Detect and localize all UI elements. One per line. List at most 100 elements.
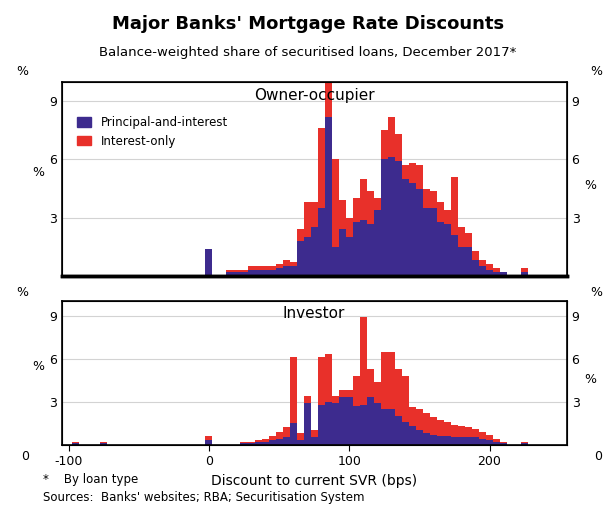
Bar	[254, 440, 262, 442]
Text: Owner-occupier: Owner-occupier	[254, 87, 375, 103]
Bar	[240, 270, 248, 272]
Bar	[248, 443, 254, 445]
Bar	[290, 266, 297, 276]
Bar	[331, 159, 339, 247]
Bar	[402, 179, 409, 276]
Bar	[402, 376, 409, 422]
Bar	[486, 270, 493, 276]
Bar	[331, 247, 339, 276]
Text: Investor: Investor	[283, 306, 346, 321]
Bar	[500, 272, 507, 276]
Bar	[248, 442, 254, 443]
Bar	[353, 376, 360, 406]
Bar	[283, 437, 290, 445]
Bar	[240, 272, 248, 276]
Bar	[430, 417, 437, 434]
Bar	[416, 409, 423, 430]
Text: %: %	[16, 65, 28, 78]
Y-axis label: %: %	[585, 179, 596, 192]
Bar	[269, 266, 275, 270]
Bar	[353, 222, 360, 276]
Bar	[493, 442, 500, 445]
Bar	[227, 272, 233, 276]
Bar	[423, 189, 430, 208]
Bar	[346, 390, 353, 398]
Bar	[493, 439, 500, 442]
Bar	[458, 437, 465, 445]
Bar	[458, 247, 465, 276]
Bar	[381, 159, 388, 276]
Bar	[367, 369, 374, 398]
Bar	[395, 161, 402, 276]
Bar	[430, 434, 437, 445]
Bar	[318, 128, 325, 208]
Bar	[290, 357, 297, 423]
Bar	[458, 227, 465, 247]
Bar	[409, 183, 416, 276]
Bar	[248, 270, 254, 276]
Bar	[437, 202, 444, 222]
Bar	[100, 443, 107, 445]
Bar	[360, 317, 367, 405]
Bar	[388, 117, 395, 157]
Bar	[240, 443, 248, 445]
Bar	[72, 443, 79, 445]
Bar	[416, 165, 423, 189]
Bar	[353, 406, 360, 445]
Bar	[304, 396, 310, 403]
Bar	[297, 440, 304, 445]
Bar	[395, 134, 402, 161]
Bar	[240, 442, 248, 443]
Bar	[472, 251, 479, 261]
Bar	[339, 200, 346, 229]
Bar	[493, 268, 500, 272]
Text: 0: 0	[21, 450, 29, 463]
Y-axis label: %: %	[32, 360, 44, 373]
Bar	[374, 382, 381, 403]
Bar	[318, 405, 325, 445]
Bar	[233, 270, 240, 272]
Bar	[521, 443, 528, 445]
Bar	[325, 117, 331, 276]
Bar	[479, 261, 486, 266]
Bar	[458, 426, 465, 437]
Bar	[275, 432, 283, 439]
Bar	[310, 202, 318, 227]
Bar	[290, 423, 297, 445]
Bar	[395, 369, 402, 416]
Bar	[444, 223, 451, 276]
Text: Major Banks' Mortgage Rate Discounts: Major Banks' Mortgage Rate Discounts	[112, 15, 504, 33]
Bar	[444, 436, 451, 445]
Bar	[227, 270, 233, 272]
Bar	[290, 262, 297, 266]
Bar	[346, 218, 353, 237]
Bar	[409, 407, 416, 426]
Bar	[269, 440, 275, 445]
Bar	[205, 249, 213, 276]
Bar	[402, 165, 409, 179]
Text: %: %	[590, 286, 602, 298]
Bar	[331, 403, 339, 445]
Bar	[479, 439, 486, 445]
Bar	[310, 227, 318, 276]
Bar	[381, 352, 388, 409]
Bar	[275, 268, 283, 276]
Text: *    By loan type: * By loan type	[43, 473, 139, 485]
Bar	[205, 436, 213, 440]
Bar	[233, 272, 240, 276]
Bar	[205, 440, 213, 445]
Bar	[479, 266, 486, 276]
Bar	[451, 425, 458, 437]
Bar	[275, 264, 283, 268]
Bar	[500, 442, 507, 443]
Bar	[346, 237, 353, 276]
Bar	[451, 437, 458, 445]
Bar	[423, 208, 430, 276]
X-axis label: Discount to current SVR (bps): Discount to current SVR (bps)	[211, 474, 417, 487]
Bar	[72, 442, 79, 443]
Bar	[360, 220, 367, 276]
Bar	[325, 402, 331, 445]
Y-axis label: %: %	[32, 166, 44, 179]
Bar	[304, 202, 310, 237]
Bar	[346, 398, 353, 445]
